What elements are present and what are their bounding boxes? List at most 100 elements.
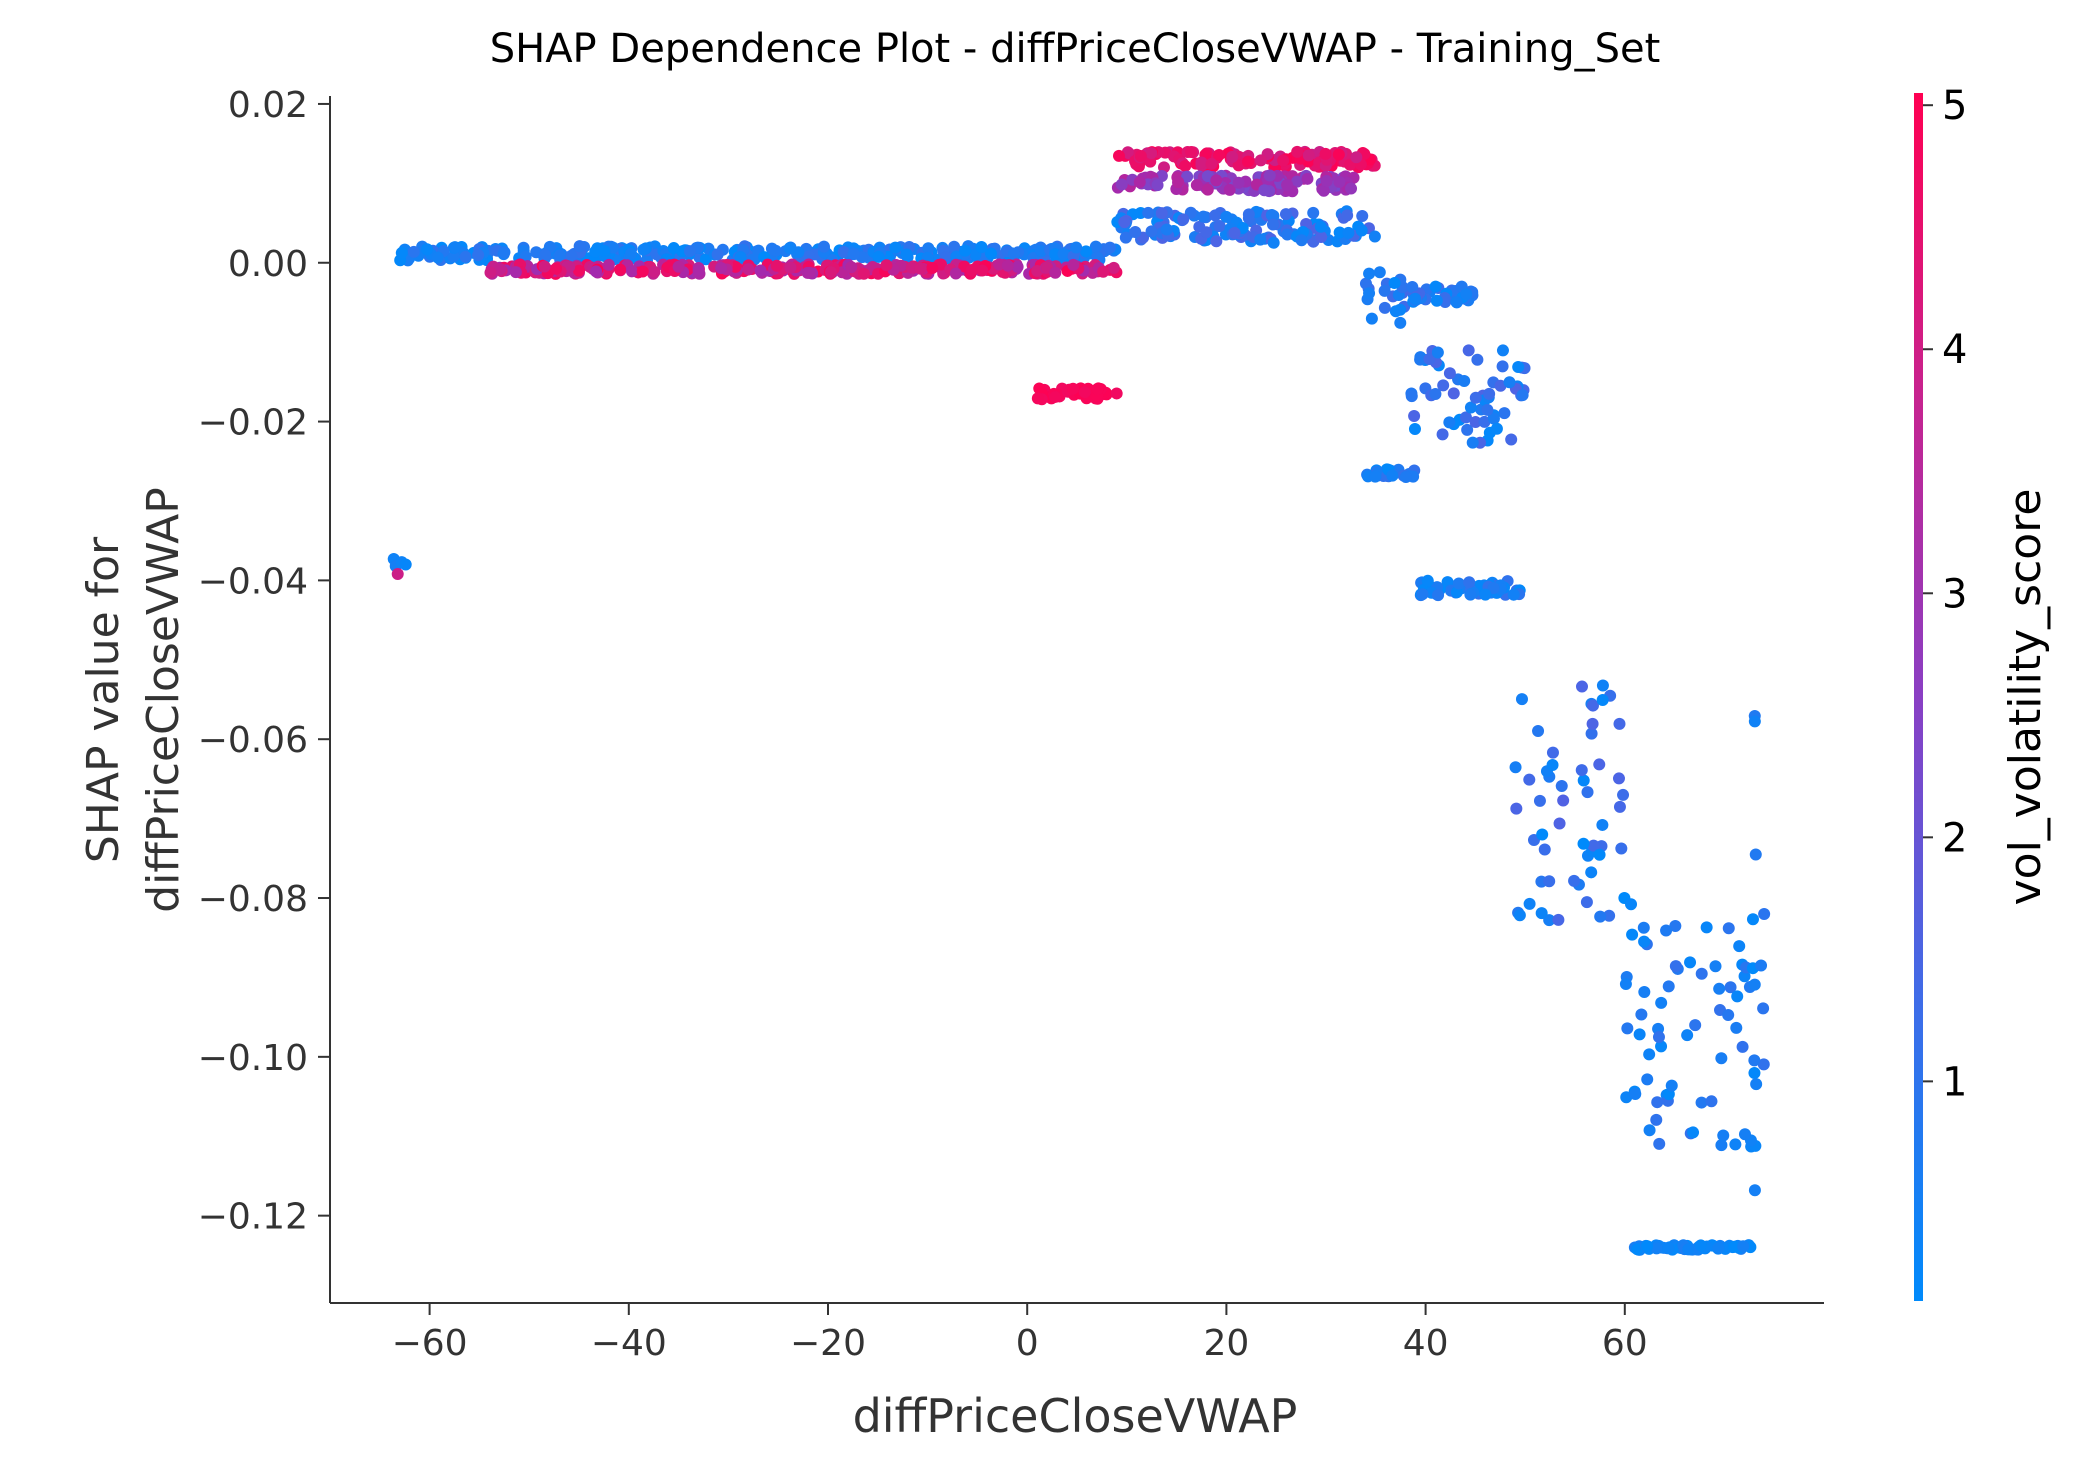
data-point	[1538, 843, 1551, 856]
x-tick-label: −60	[392, 1323, 468, 1364]
data-point	[1651, 1096, 1664, 1109]
data-point	[783, 242, 796, 255]
data-point	[399, 558, 412, 571]
data-point	[1553, 817, 1566, 830]
data-point	[1462, 344, 1475, 357]
data-point	[1408, 423, 1421, 436]
data-point	[1695, 967, 1708, 980]
data-point	[1469, 416, 1482, 429]
data-point	[1049, 266, 1062, 279]
data-point	[1619, 978, 1632, 991]
data-point	[494, 263, 507, 276]
data-point	[1641, 1240, 1654, 1253]
data-point	[1057, 248, 1070, 261]
data-point	[1070, 241, 1083, 254]
data-point	[602, 258, 615, 271]
data-point	[1107, 261, 1120, 274]
point-group-negative-cluster	[1031, 382, 1123, 406]
data-point	[1516, 389, 1529, 402]
data-point	[1460, 288, 1473, 301]
data-point	[1509, 761, 1522, 774]
data-point	[1466, 436, 1479, 449]
data-point	[1523, 773, 1536, 786]
data-point	[447, 250, 460, 263]
data-point	[1705, 1095, 1718, 1108]
data-point	[1089, 240, 1102, 253]
data-point	[565, 249, 578, 262]
data-point	[857, 267, 870, 280]
data-point	[1748, 1184, 1761, 1197]
data-point	[1687, 1126, 1700, 1139]
data-point	[1185, 146, 1198, 159]
data-point	[1067, 258, 1080, 271]
data-point	[922, 242, 935, 255]
data-point	[1369, 470, 1382, 483]
data-point	[900, 248, 913, 261]
data-point	[1118, 216, 1131, 229]
data-point	[1190, 179, 1203, 192]
data-point	[1577, 837, 1590, 850]
data-point	[1594, 910, 1607, 923]
data-point	[1552, 913, 1565, 926]
data-point	[1007, 247, 1020, 260]
data-point	[1408, 410, 1421, 423]
colorbar	[1914, 93, 1923, 1301]
data-point	[1213, 219, 1226, 232]
data-point	[889, 241, 902, 254]
data-point	[1291, 175, 1304, 188]
data-point	[1145, 147, 1158, 160]
data-point	[1731, 990, 1744, 1003]
data-point	[914, 262, 927, 275]
data-point	[1291, 145, 1304, 158]
data-point	[1626, 928, 1639, 941]
data-point	[1179, 160, 1192, 173]
data-point	[589, 265, 602, 278]
y-axis-label-line-1: SHAP value for	[78, 536, 129, 863]
data-point	[1365, 312, 1378, 325]
y-tick-label: −0.10	[198, 1038, 308, 1079]
data-point	[1279, 208, 1292, 221]
data-point	[395, 246, 408, 259]
y-tick-label: 0.02	[228, 85, 308, 126]
data-point	[1197, 210, 1210, 223]
data-point	[1479, 588, 1492, 601]
data-point	[976, 264, 989, 277]
data-point	[1510, 802, 1523, 815]
data-point	[1581, 786, 1594, 799]
data-point	[1487, 412, 1500, 425]
y-tick-label: −0.02	[198, 403, 308, 444]
data-point	[1638, 935, 1651, 948]
data-point	[1596, 679, 1609, 692]
data-point	[498, 246, 511, 259]
data-point	[1172, 176, 1185, 189]
data-point	[1633, 1028, 1646, 1041]
data-point	[1700, 921, 1713, 934]
data-point	[1406, 280, 1419, 293]
data-point	[1669, 920, 1682, 933]
data-point	[407, 245, 420, 258]
data-point	[1512, 360, 1525, 373]
data-point	[1748, 715, 1761, 728]
data-point	[1737, 1240, 1750, 1253]
colorbar-tick-label: 1	[1942, 1059, 1967, 1105]
data-point	[1746, 913, 1759, 926]
data-point	[1429, 387, 1442, 400]
data-point	[1389, 305, 1402, 318]
data-point	[1319, 147, 1332, 160]
data-point	[959, 244, 972, 257]
point-group-step-49-60	[1509, 679, 1631, 927]
data-point	[1503, 376, 1516, 389]
data-point	[1575, 680, 1588, 693]
data-point	[1555, 779, 1568, 792]
data-point	[1586, 699, 1599, 712]
data-point	[1443, 416, 1456, 429]
data-point	[1652, 1031, 1665, 1044]
data-point	[1748, 1054, 1761, 1067]
data-point	[905, 261, 918, 274]
data-point	[431, 251, 444, 264]
data-point	[1535, 907, 1548, 920]
data-point	[1373, 266, 1386, 279]
data-point	[683, 245, 696, 258]
data-point	[1301, 172, 1314, 185]
data-point	[1546, 746, 1559, 759]
